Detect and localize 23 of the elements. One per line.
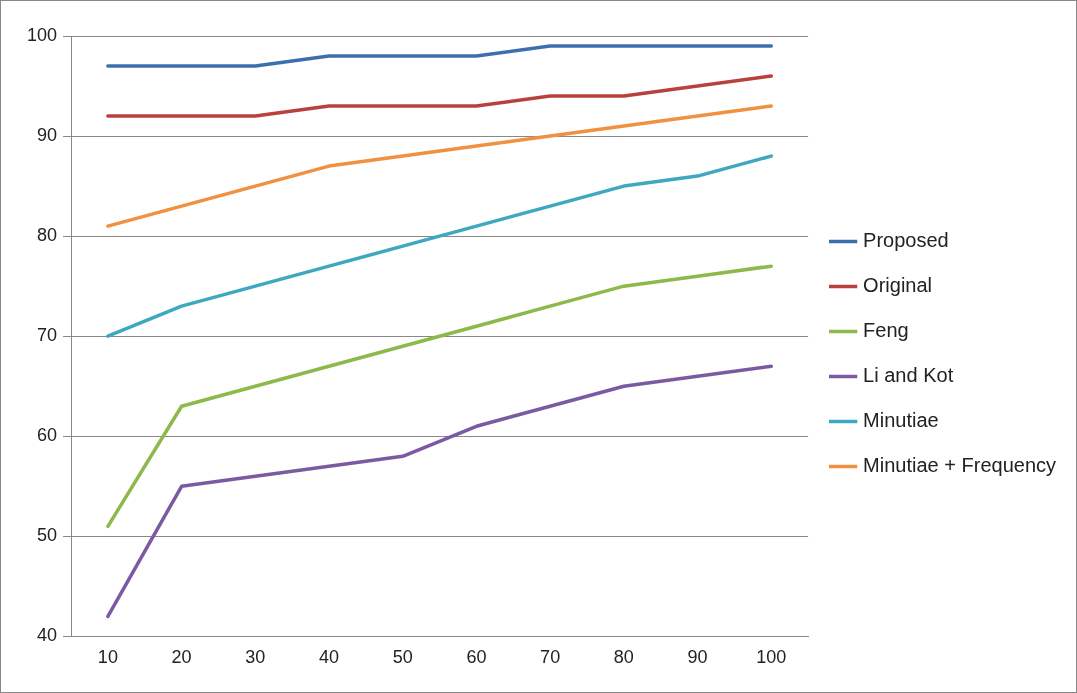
x-tick-label: 40 [319, 647, 340, 668]
x-tick-label: 50 [392, 647, 413, 668]
y-tick-label: 100 [26, 24, 58, 45]
x-tick-label: 80 [613, 647, 634, 668]
y-tick-label: 60 [37, 425, 58, 446]
legend-label: Minutiae + Frequency [863, 454, 1057, 477]
legend-label: Feng [863, 319, 909, 342]
x-tick-label: 100 [756, 647, 787, 668]
legend-label: Minutiae [863, 409, 939, 432]
x-tick-label: 30 [245, 647, 266, 668]
legend-label: Proposed [863, 229, 949, 252]
y-tick-label: 90 [37, 125, 58, 146]
y-tick-label: 50 [37, 525, 58, 546]
x-tick-label: 90 [687, 647, 708, 668]
x-tick-label: 20 [171, 647, 192, 668]
x-tick-label: 70 [540, 647, 561, 668]
y-tick-label: 70 [37, 325, 58, 346]
legend-label: Li and Kot [863, 364, 954, 387]
y-tick-label: 80 [37, 225, 58, 246]
legend-label: Original [863, 274, 933, 297]
y-tick-label: 40 [37, 625, 58, 646]
x-tick-label: 10 [97, 647, 118, 668]
x-tick-label: 60 [466, 647, 487, 668]
